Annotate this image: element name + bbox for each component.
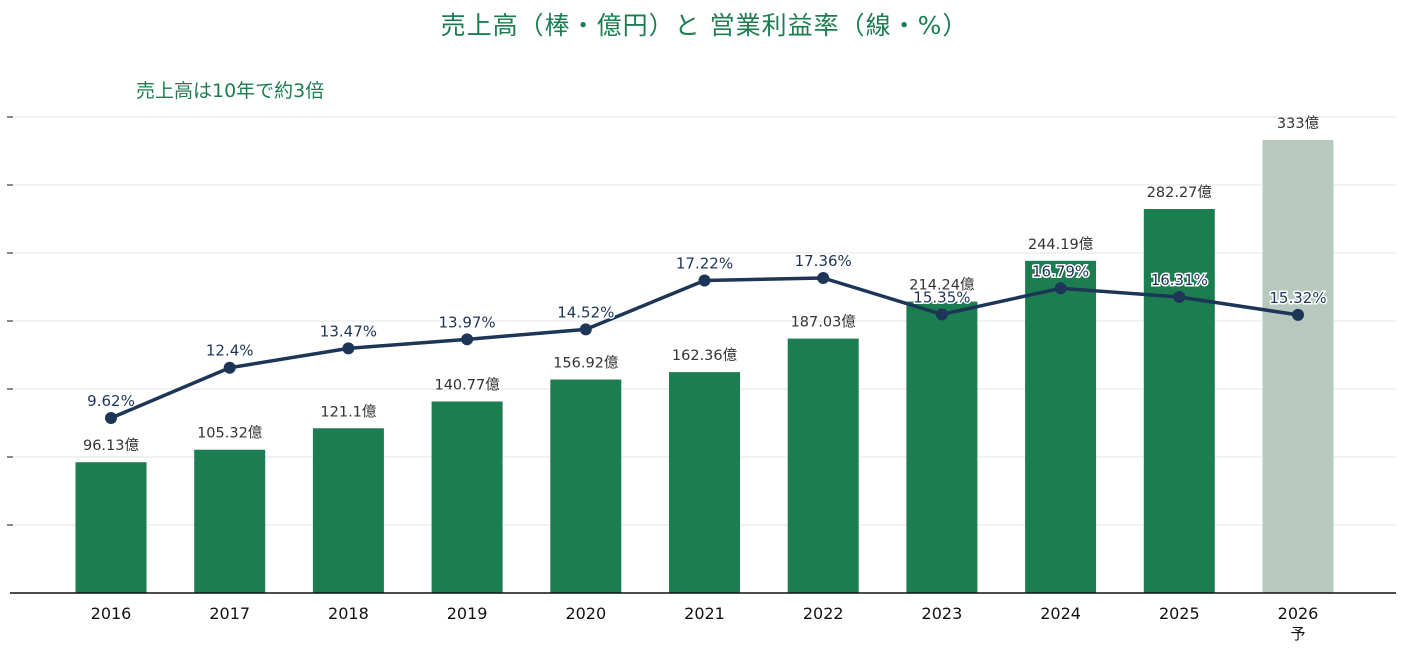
margin-value-label: 12.4%	[206, 342, 254, 360]
margin-point	[579, 323, 592, 336]
bar-value-label: 187.03億	[791, 314, 856, 331]
x-tick-label: 2025	[1159, 604, 1200, 623]
margin-value-label: 17.36%	[795, 252, 852, 270]
bar-value-label: 105.32億	[197, 425, 262, 442]
bar	[1025, 260, 1097, 593]
x-tick-label: 2024	[1040, 604, 1081, 623]
margin-point	[698, 274, 711, 287]
margin-value-label: 16.79%	[1032, 262, 1089, 280]
bar	[669, 372, 740, 593]
bar-value-label: 140.77億	[434, 377, 499, 394]
margin-point	[1054, 282, 1067, 295]
x-tick-label: 2023	[922, 604, 963, 623]
margin-point	[817, 272, 830, 284]
bar-value-label: 244.19億	[1028, 236, 1093, 253]
bar	[1143, 209, 1215, 593]
chart-title: 売上高（棒・億円）と 営業利益率（線・%）	[440, 11, 969, 40]
bar-value-label: 96.13億	[83, 437, 139, 454]
bar	[431, 401, 503, 593]
bar-value-label: 333億	[1277, 115, 1319, 132]
x-tick-label: 2019	[447, 604, 488, 623]
bar	[312, 428, 384, 593]
x-tick-label: 2020	[565, 604, 606, 623]
bar-value-label: 156.92億	[553, 355, 618, 372]
margin-value-label: 15.35%	[913, 288, 970, 306]
x-tick-label: 2018	[328, 604, 369, 623]
margin-value-label: 17.22%	[676, 255, 733, 273]
bar-value-label: 121.1億	[320, 403, 376, 420]
bar-value-label: 162.36億	[672, 347, 737, 364]
x-tick-label: 2026	[1278, 604, 1319, 623]
margin-value-label: 15.32%	[1269, 289, 1326, 307]
margin-point	[1292, 308, 1304, 321]
chart-annotation: 売上高は10年で約3倍	[136, 80, 325, 102]
x-tick-sublabel: 予	[1290, 625, 1305, 643]
margin-point	[105, 412, 117, 424]
bar	[1262, 140, 1334, 593]
bar	[75, 462, 147, 593]
margin-value-label: 14.52%	[557, 303, 614, 321]
margin-value-label: 16.31%	[1151, 271, 1208, 289]
margin-value-label: 13.47%	[320, 322, 377, 340]
margin-point	[461, 333, 474, 346]
margin-point	[935, 308, 948, 321]
x-tick-label: 2016	[91, 604, 132, 623]
x-tick-label: 2022	[803, 604, 844, 623]
bar-value-label: 214.24億	[909, 277, 974, 294]
x-tick-label: 2021	[684, 604, 725, 623]
bar	[906, 301, 978, 593]
margin-value-label: 13.97%	[438, 313, 495, 331]
margin-point	[223, 361, 236, 374]
bar	[787, 338, 859, 593]
margin-point	[1173, 290, 1186, 303]
bar-value-label: 282.27億	[1147, 184, 1212, 201]
margin-point	[342, 342, 355, 355]
margin-value-label: 9.62%	[87, 392, 135, 410]
x-tick-label: 2017	[209, 604, 250, 623]
bar	[194, 449, 266, 593]
bar	[550, 379, 622, 593]
